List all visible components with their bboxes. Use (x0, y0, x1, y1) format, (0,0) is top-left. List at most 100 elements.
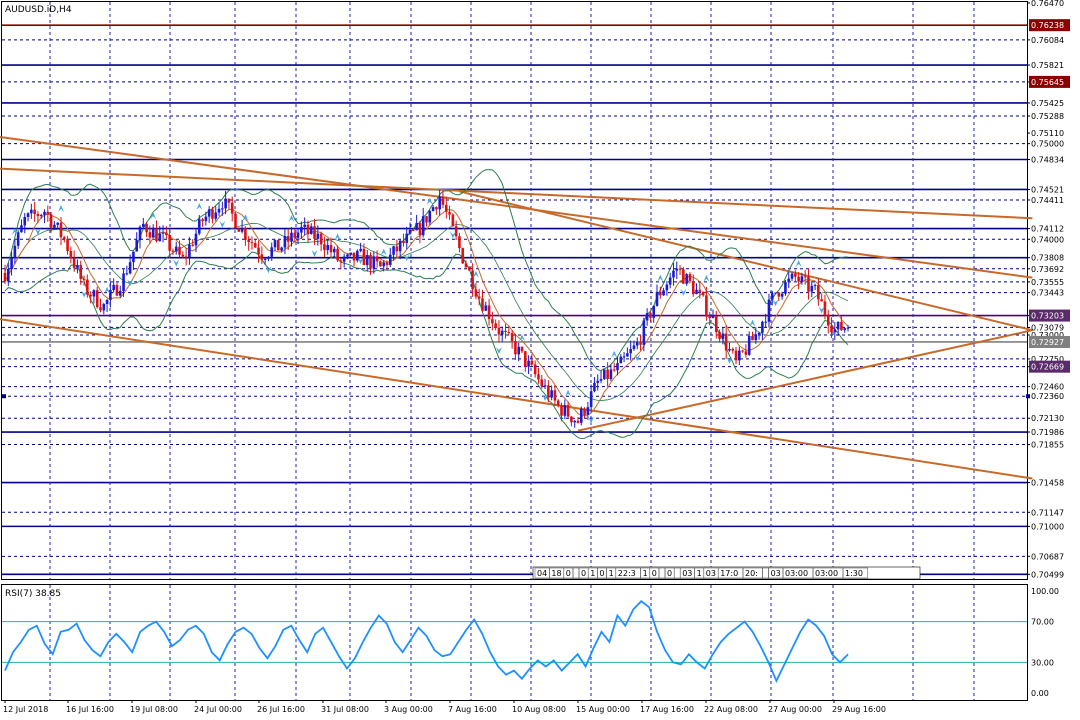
candle[interactable] (471, 263, 474, 297)
candle[interactable] (797, 272, 800, 290)
candle[interactable] (224, 190, 227, 215)
candle[interactable] (379, 260, 382, 267)
candle[interactable] (184, 247, 188, 266)
candle[interactable] (197, 215, 201, 236)
candle[interactable] (665, 280, 669, 296)
candle[interactable] (721, 327, 725, 345)
candle[interactable] (435, 206, 438, 215)
candle[interactable] (339, 258, 343, 270)
candle[interactable] (405, 226, 409, 250)
candle[interactable] (596, 374, 600, 391)
candle[interactable] (728, 342, 731, 352)
candle[interactable] (510, 330, 514, 349)
candle[interactable] (385, 260, 389, 271)
candle[interactable] (570, 416, 573, 427)
candle[interactable] (563, 399, 567, 420)
candle[interactable] (263, 257, 267, 265)
candle[interactable] (30, 203, 33, 219)
candle[interactable] (761, 320, 764, 340)
candle[interactable] (691, 274, 695, 297)
candle[interactable] (484, 301, 488, 311)
candle[interactable] (181, 251, 185, 259)
candle[interactable] (553, 385, 557, 407)
candle[interactable] (652, 305, 656, 323)
candle[interactable] (316, 225, 320, 246)
candle[interactable] (365, 249, 369, 272)
candle[interactable] (132, 251, 135, 271)
candle[interactable] (326, 238, 330, 255)
candle[interactable] (237, 227, 241, 232)
candle[interactable] (823, 294, 827, 320)
candle[interactable] (635, 337, 639, 350)
candle[interactable] (757, 332, 761, 340)
candle[interactable] (418, 220, 422, 244)
candle[interactable] (477, 288, 481, 306)
candle[interactable] (767, 293, 771, 328)
candle[interactable] (724, 325, 728, 360)
candle[interactable] (794, 270, 797, 282)
candle[interactable] (718, 329, 721, 343)
candle[interactable] (43, 209, 46, 224)
candle[interactable] (102, 302, 106, 315)
candle[interactable] (780, 291, 784, 300)
candle[interactable] (303, 217, 306, 236)
candle[interactable] (10, 251, 13, 276)
candle[interactable] (566, 401, 570, 418)
candle[interactable] (260, 246, 264, 265)
candle[interactable] (398, 239, 402, 260)
candle[interactable] (790, 272, 794, 282)
candle[interactable] (659, 286, 662, 299)
candle[interactable] (770, 290, 774, 306)
candle[interactable] (408, 222, 412, 236)
candle[interactable] (135, 232, 139, 252)
candle[interactable] (698, 281, 702, 299)
candle[interactable] (109, 282, 112, 308)
candle[interactable] (332, 246, 336, 259)
candle[interactable] (537, 367, 540, 384)
candle[interactable] (425, 215, 428, 227)
candle[interactable] (158, 225, 162, 242)
candle[interactable] (79, 260, 83, 285)
candle[interactable] (672, 262, 675, 286)
candle[interactable] (619, 354, 623, 364)
candle[interactable] (105, 298, 109, 312)
candle[interactable] (497, 320, 501, 342)
candle[interactable] (458, 232, 461, 253)
trendline-2[interactable] (0, 316, 1033, 480)
candle[interactable] (382, 260, 385, 272)
candle[interactable] (142, 217, 145, 230)
candle[interactable] (481, 289, 484, 313)
candle[interactable] (145, 222, 148, 237)
candle[interactable] (527, 355, 530, 375)
candle[interactable] (69, 246, 73, 264)
candle[interactable] (468, 266, 471, 271)
candle[interactable] (194, 228, 198, 253)
candle[interactable] (372, 251, 376, 274)
candle[interactable] (392, 245, 395, 261)
candle[interactable] (662, 287, 665, 296)
candle[interactable] (99, 298, 102, 313)
candle[interactable] (240, 219, 244, 234)
candle[interactable] (708, 312, 711, 326)
candle[interactable] (214, 206, 218, 222)
trendline-0[interactable] (0, 134, 1033, 279)
candle[interactable] (731, 347, 735, 354)
candle[interactable] (833, 321, 837, 341)
candle[interactable] (517, 342, 521, 362)
candle[interactable] (230, 196, 234, 222)
candle[interactable] (62, 235, 66, 243)
candle[interactable] (346, 253, 349, 260)
candle[interactable] (622, 352, 626, 363)
candle[interactable] (438, 189, 441, 216)
candle[interactable] (415, 214, 418, 231)
candle[interactable] (356, 249, 359, 263)
candle[interactable] (803, 269, 807, 285)
candle[interactable] (655, 284, 659, 307)
candle[interactable] (23, 212, 27, 234)
candle[interactable] (579, 406, 583, 426)
candle[interactable] (678, 265, 682, 275)
candle[interactable] (747, 331, 751, 356)
candle[interactable] (188, 237, 191, 265)
candle[interactable] (300, 221, 303, 239)
candle[interactable] (168, 228, 171, 259)
